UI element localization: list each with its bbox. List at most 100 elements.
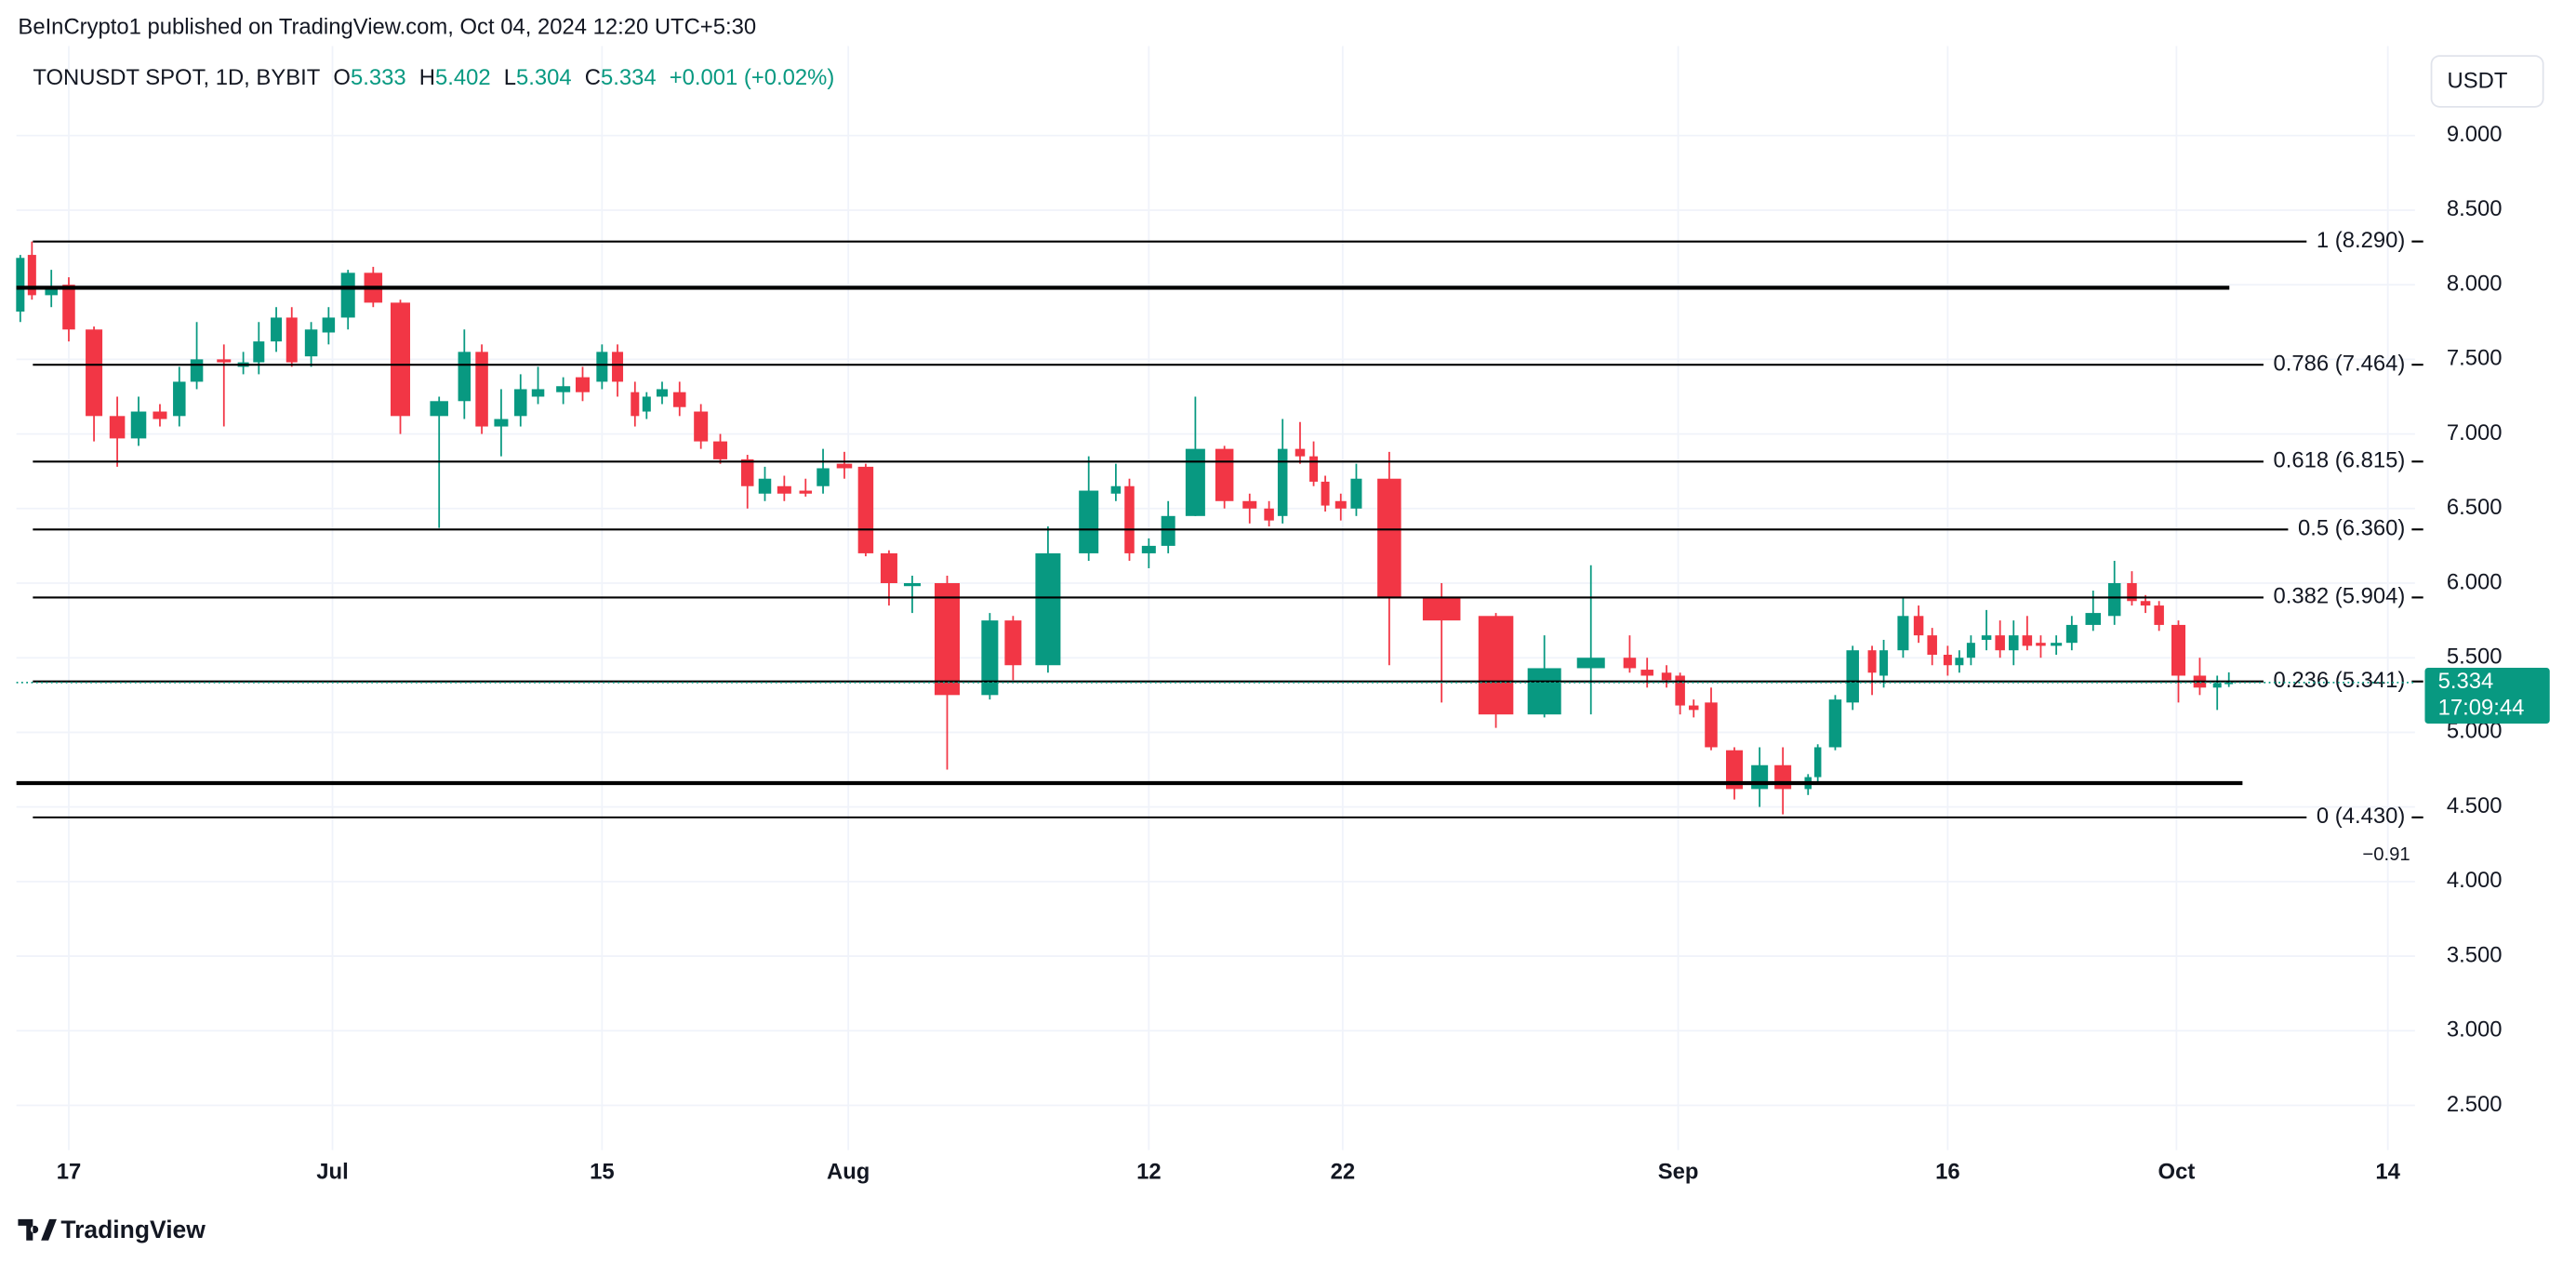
candle-body <box>1640 670 1653 676</box>
x-tick-label: 17 <box>57 1160 82 1185</box>
fib-label: 0.786 (7.464) <box>2274 351 2406 376</box>
countdown-label: 17:09:44 <box>2438 695 2525 720</box>
candle-body <box>514 389 527 417</box>
fib-label: 0.236 (5.341) <box>2274 668 2406 693</box>
candle-body <box>1943 655 1952 666</box>
logo-text: TradingView <box>60 1216 206 1243</box>
candle-body <box>1867 650 1877 673</box>
currency-button-label[interactable]: USDT <box>2448 69 2508 94</box>
ohlc-value: 5.334 <box>601 65 657 90</box>
candle-body <box>1726 750 1744 790</box>
candle-body <box>109 416 126 439</box>
y-tick-label: 6.000 <box>2447 569 2503 594</box>
ohlc-label: L <box>504 65 516 90</box>
candle-body <box>62 285 75 330</box>
candle-body <box>1813 747 1822 778</box>
x-tick-label: Aug <box>827 1160 870 1185</box>
candle-body <box>642 396 651 412</box>
candle-body <box>672 392 686 407</box>
candle-body <box>1995 635 2005 651</box>
candle-body <box>1334 500 1347 509</box>
candle-body <box>86 329 103 417</box>
candle-body <box>2022 635 2033 646</box>
currency-button[interactable] <box>2430 55 2544 108</box>
candle-body <box>217 359 232 363</box>
fib-label: 0.5 (6.360) <box>2298 516 2405 541</box>
y-tick-label: 4.000 <box>2447 868 2503 893</box>
candle-body <box>1927 635 1937 656</box>
candle-body <box>656 389 668 397</box>
candle-body <box>880 552 897 584</box>
price-axis: 2.5003.0003.5004.0004.5005.0005.5006.000… <box>57 122 2550 1185</box>
y-tick-label: 7.500 <box>2447 346 2503 371</box>
ohlc-label: O <box>333 65 351 90</box>
candle-body <box>1377 478 1401 599</box>
candle-body <box>1350 478 1362 509</box>
candle-body <box>1955 658 1964 666</box>
candle-body <box>1846 650 1859 703</box>
candle-body <box>1004 620 1022 666</box>
candle-body <box>817 468 830 486</box>
candle-body <box>1264 508 1274 521</box>
candle-body <box>1675 675 1685 706</box>
candle-body <box>322 317 336 333</box>
y-tick-label: 3.500 <box>2447 942 2503 967</box>
candle-body <box>758 478 772 494</box>
candle-body <box>1124 485 1135 553</box>
y-tick-label: 5.500 <box>2447 645 2503 670</box>
candle-body <box>1277 448 1288 516</box>
candle-body <box>1981 635 1992 640</box>
candle-body <box>1309 456 1319 482</box>
last-price-box <box>2424 667 2550 725</box>
ohlc-value: 5.402 <box>435 65 491 90</box>
candle-body <box>575 377 591 392</box>
fib-label: 0 (4.430) <box>2317 804 2405 829</box>
y-tick-label: 2.500 <box>2447 1092 2503 1117</box>
y-tick-label: 9.000 <box>2447 122 2503 147</box>
candle-body <box>153 411 167 419</box>
candle-body <box>740 459 754 486</box>
candle-body <box>27 255 36 296</box>
candle-body <box>1576 658 1605 669</box>
ohlc-value: 5.304 <box>516 65 572 90</box>
candle-body <box>1705 702 1718 748</box>
candle-body <box>556 386 571 392</box>
candle-body <box>1141 545 1156 553</box>
candle-body <box>390 302 411 417</box>
candle-body <box>1161 515 1175 546</box>
candle-body <box>694 411 709 442</box>
candle-body <box>458 352 471 402</box>
candle-body <box>1688 705 1699 711</box>
candle-body <box>2140 601 2151 606</box>
candle-body <box>631 392 640 417</box>
candle-body <box>2051 643 2063 646</box>
change: +0.001 (+0.02%) <box>670 65 835 90</box>
candle-body <box>1913 616 1924 636</box>
x-tick-label: 14 <box>2375 1160 2400 1185</box>
y-tick-label: 8.000 <box>2447 271 2503 296</box>
ohlc-value: 5.333 <box>351 65 406 90</box>
x-tick-label: Oct <box>2158 1160 2196 1185</box>
candle-body <box>430 401 448 417</box>
logo: TradingView <box>18 1216 206 1243</box>
candle-body <box>253 341 265 363</box>
fib-label: 0.382 (5.904) <box>2274 584 2406 609</box>
candle-body <box>799 490 813 494</box>
candle-body <box>1035 552 1061 666</box>
candle-body <box>1966 643 1975 658</box>
x-tick-label: 16 <box>1935 1160 1960 1185</box>
candle-body <box>1321 481 1330 506</box>
x-tick-label: Sep <box>1658 1160 1699 1185</box>
candle-body <box>173 381 186 417</box>
candle-body <box>2085 613 2102 625</box>
candle-body <box>2171 624 2186 676</box>
candle-body <box>190 359 204 382</box>
candle-body <box>1422 598 1461 621</box>
candle-body <box>340 273 355 318</box>
candle-body <box>777 485 791 494</box>
candle-body <box>612 352 624 382</box>
candle-body <box>1527 668 1561 715</box>
candle-body <box>1478 616 1514 715</box>
candle-body <box>857 466 874 553</box>
